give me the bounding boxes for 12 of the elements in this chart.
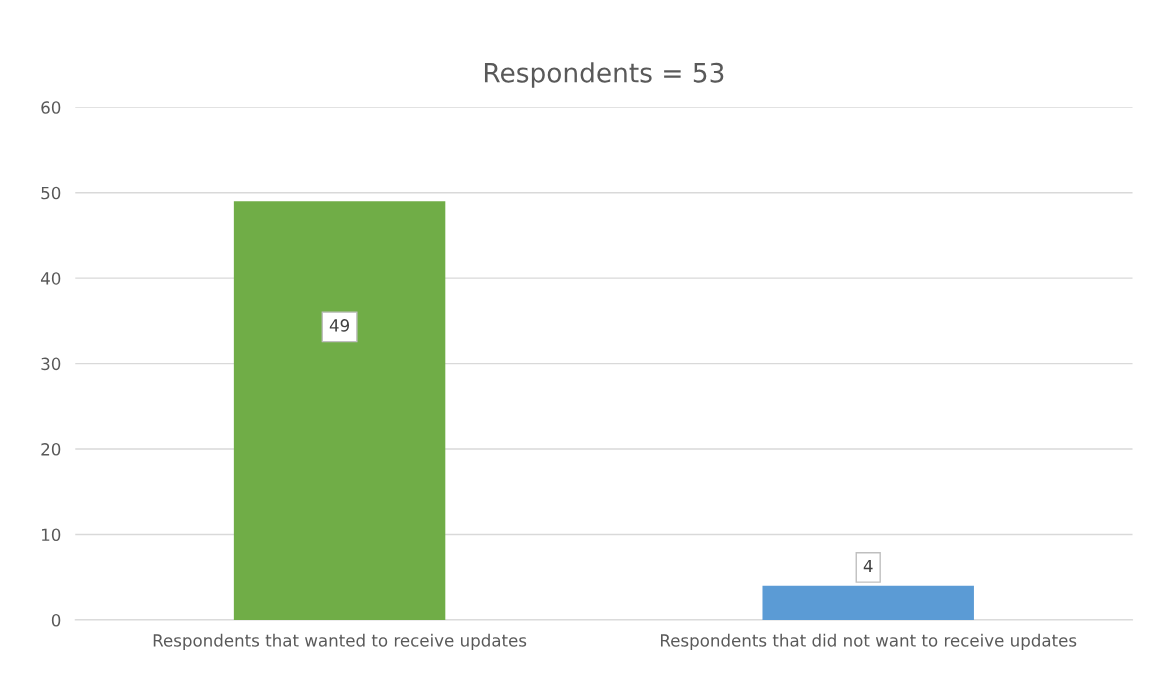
y-tick-label: 50: [41, 186, 61, 200]
y-tick-label: 10: [42, 528, 61, 542]
x-tick-label: Respondents that wanted to receive updates: [153, 633, 527, 650]
y-tick-label: 30: [41, 357, 61, 371]
data-label: 4: [863, 559, 873, 573]
y-tick-label: 40: [40, 272, 61, 285]
y-tick-label: 20: [41, 443, 61, 456]
y-tick-label: 0: [51, 613, 61, 627]
y-tick-label: 60: [41, 101, 61, 114]
data-label: 49: [329, 319, 350, 332]
chart-title: Respondents = 53: [484, 62, 724, 88]
x-tick-label: Respondents that did not want to receive updates: [660, 633, 1077, 650]
